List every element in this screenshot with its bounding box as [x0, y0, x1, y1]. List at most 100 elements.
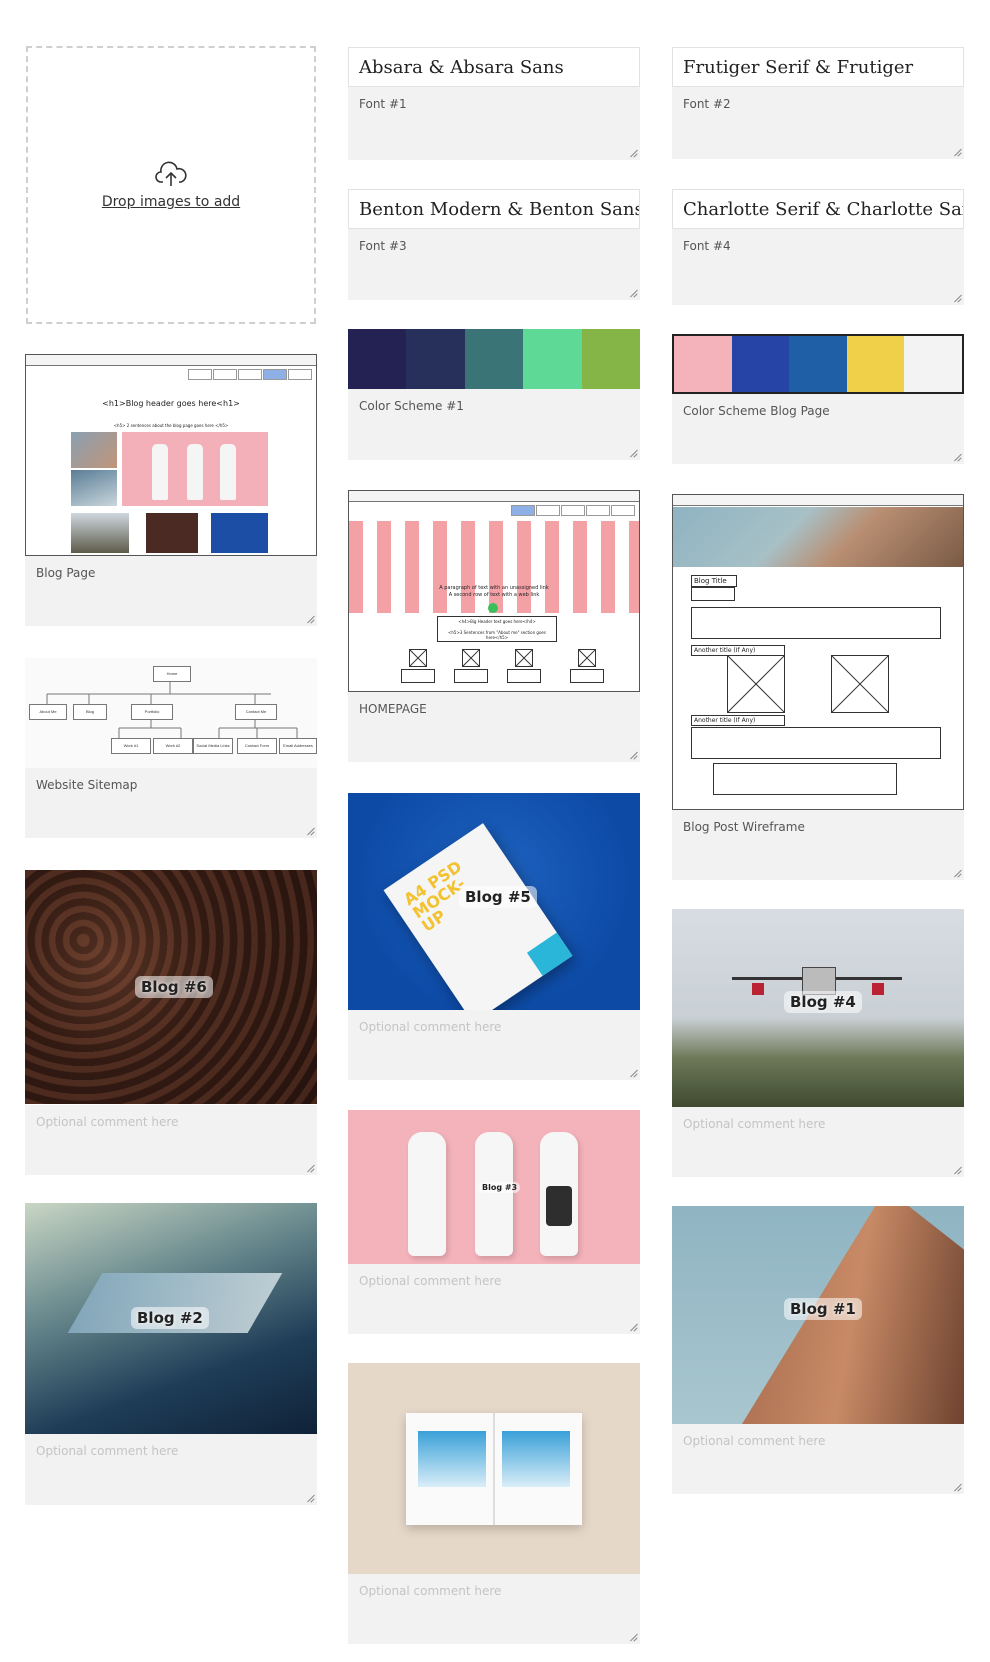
cloud-upload-icon [155, 161, 187, 186]
card-blog-3[interactable]: Blog #3 Optional comment here [348, 1110, 640, 1334]
bottle [475, 1132, 513, 1256]
resize-handle[interactable] [629, 1323, 637, 1331]
magazine-photo [348, 1363, 640, 1574]
homepage-link-box [454, 669, 488, 683]
resize-handle[interactable] [629, 449, 637, 457]
resize-handle[interactable] [306, 615, 314, 623]
sitemap-node-social: Social Media Links [193, 738, 233, 754]
swatch [581, 329, 641, 389]
card-blog-2[interactable]: Blog #2 Optional comment here [25, 1203, 317, 1505]
swatch [348, 329, 407, 389]
blog-post-footer-box [713, 763, 897, 795]
card-homepage[interactable]: A paragraph of text with an unassigned l… [348, 490, 640, 762]
homepage-para-1: A paragraph of text with an unassigned l… [439, 585, 549, 591]
resize-handle[interactable] [306, 827, 314, 835]
resize-handle[interactable] [629, 751, 637, 759]
blog-post-hero [673, 507, 963, 567]
ceramic-bottles-photo: Blog #3 [348, 1110, 640, 1264]
blog-4-comment[interactable]: Optional comment here [672, 1107, 964, 1177]
color-scheme-blog-comment[interactable]: Color Scheme Blog Page [672, 394, 964, 464]
swatch [674, 336, 732, 392]
swatch [789, 336, 847, 392]
swatch [406, 329, 465, 389]
fjord-photo: Blog #2 [25, 1203, 317, 1434]
swatch [523, 329, 582, 389]
magazine-comment[interactable]: Optional comment here [348, 1574, 640, 1644]
dropzone-label[interactable]: Drop images to add [101, 194, 241, 210]
blog-2-tag: Blog #2 [131, 1307, 209, 1329]
image-placeholder-icon [462, 649, 480, 667]
swatch [731, 336, 790, 392]
sitemap-node-contact: Contact Me [235, 704, 277, 720]
resize-handle[interactable] [629, 1069, 637, 1077]
sitemap-node-work1: Work #1 [111, 738, 151, 754]
blog-6-comment[interactable]: Optional comment here [25, 1105, 317, 1175]
magazine-spread [406, 1413, 582, 1525]
card-blog-post-wireframe[interactable]: Blog Title Another title (If Any) Anothe… [672, 494, 964, 880]
bottle [540, 1132, 578, 1256]
thumb-bottles [122, 432, 268, 506]
flatiron-photo: Blog #1 [672, 1206, 964, 1424]
dropzone[interactable]: Drop images to add [26, 46, 316, 324]
blog-1-tag: Blog #1 [784, 1298, 862, 1320]
sitemap-node-blog: Blog [73, 704, 107, 720]
resize-handle[interactable] [306, 1164, 314, 1172]
blog-post-wireframe: Blog Title Another title (If Any) Anothe… [672, 494, 964, 810]
sitemap-node-email: Email Addresses [279, 738, 317, 754]
card-blog-page[interactable]: <h1>Blog header goes here<h1> <h5> 2 sen… [25, 354, 317, 626]
blog-1-comment[interactable]: Optional comment here [672, 1424, 964, 1494]
resize-handle[interactable] [953, 1166, 961, 1174]
card-font-3[interactable]: Benton Modern & Benton Sans Font #3 [348, 189, 640, 300]
card-font-2[interactable]: Frutiger Serif & Frutiger Font #2 [672, 47, 964, 159]
blog-post-title-box: Blog Title [691, 575, 737, 587]
card-font-4[interactable]: Charlotte Serif & Charlotte Sans Font #4 [672, 189, 964, 305]
resize-handle[interactable] [306, 1494, 314, 1502]
card-blog-1[interactable]: Blog #1 Optional comment here [672, 1206, 964, 1494]
card-font-1[interactable]: Absara & Absara Sans Font #1 [348, 47, 640, 160]
thumb-drone [71, 513, 129, 553]
sitemap-diagram: Home About Me Blog Portfolio Contact Me … [25, 658, 317, 768]
resize-handle[interactable] [953, 453, 961, 461]
blog-4-tag: Blog #4 [784, 991, 862, 1013]
resize-handle[interactable] [953, 148, 961, 156]
image-placeholder-icon [831, 655, 889, 713]
blog-3-comment[interactable]: Optional comment here [348, 1264, 640, 1334]
sitemap-comment[interactable]: Website Sitemap [25, 768, 317, 838]
blog-page-wireframe: <h1>Blog header goes here<h1> <h5> 2 sen… [25, 354, 317, 556]
card-magazine[interactable]: Optional comment here [348, 1363, 640, 1644]
font-2-comment[interactable]: Font #2 [672, 87, 964, 159]
font-4-comment[interactable]: Font #4 [672, 229, 964, 305]
card-blog-4[interactable]: Blog #4 Optional comment here [672, 909, 964, 1177]
blog-post-another-title-2: Another title (If Any) [691, 715, 785, 726]
resize-handle[interactable] [629, 1633, 637, 1641]
resize-handle[interactable] [953, 869, 961, 877]
resize-handle[interactable] [629, 149, 637, 157]
homepage-comment[interactable]: HOMEPAGE [348, 692, 640, 762]
font-1-comment[interactable]: Font #1 [348, 87, 640, 160]
swatch [464, 329, 524, 389]
color-scheme-1-comment[interactable]: Color Scheme #1 [348, 389, 640, 460]
homepage-link-box [507, 669, 541, 683]
card-blog-6[interactable]: Blog #6 Optional comment here [25, 870, 317, 1175]
font-1-sample: Absara & Absara Sans [348, 47, 640, 87]
blog-post-comment[interactable]: Blog Post Wireframe [672, 810, 964, 880]
paper-sheet: A4 PSD MOCK-UP [383, 823, 573, 1010]
sitemap-node-portfolio: Portfolio [131, 704, 173, 720]
blog-page-subheader-text: <h5> 2 sentences about the blog page goe… [113, 423, 229, 428]
blog-post-intro-box [691, 607, 941, 639]
card-color-scheme-1[interactable]: Color Scheme #1 [348, 329, 641, 460]
blog-5-comment[interactable]: Optional comment here [348, 1010, 640, 1080]
swatch [846, 336, 905, 392]
thumb-coffee [146, 513, 198, 553]
card-blog-5[interactable]: A4 PSD MOCK-UP Blog #5 Optional comment … [348, 793, 640, 1080]
card-website-sitemap[interactable]: Home About Me Blog Portfolio Contact Me … [25, 658, 317, 838]
blog-page-comment[interactable]: Blog Page [25, 556, 317, 626]
resize-handle[interactable] [953, 1483, 961, 1491]
resize-handle[interactable] [953, 294, 961, 302]
font-3-comment[interactable]: Font #3 [348, 229, 640, 300]
resize-handle[interactable] [629, 289, 637, 297]
thumb-fjord [71, 470, 117, 506]
blog-2-comment[interactable]: Optional comment here [25, 1434, 317, 1505]
homepage-hero-stripes [349, 521, 639, 613]
card-color-scheme-blog[interactable]: Color Scheme Blog Page [672, 334, 964, 464]
